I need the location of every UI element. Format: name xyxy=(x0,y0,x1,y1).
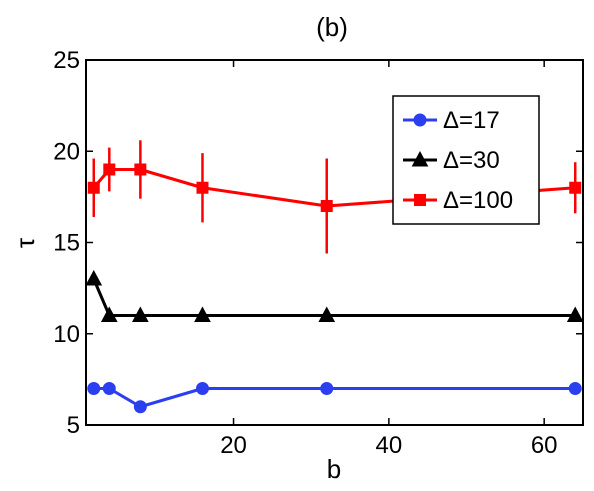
legend-label-2: Δ=100 xyxy=(443,187,513,214)
series-2 xyxy=(87,140,582,254)
series-1-line xyxy=(92,278,576,317)
y-tick-label-1: 10 xyxy=(53,321,80,348)
series-0-point-3 xyxy=(195,382,209,395)
series-0-point-2 xyxy=(133,400,147,414)
y-tick-label-3: 20 xyxy=(53,138,80,165)
series-1-point-3 xyxy=(194,306,211,322)
legend-marker-2 xyxy=(414,194,426,206)
series-1 xyxy=(85,269,584,322)
series-2-point-4 xyxy=(320,200,333,212)
chart-title: (b) xyxy=(316,12,348,42)
legend-label-1: Δ=30 xyxy=(443,147,500,174)
series-0-point-0 xyxy=(87,382,101,395)
series-0 xyxy=(87,382,582,414)
series-2-point-1 xyxy=(103,163,116,176)
series-1-point-5 xyxy=(566,306,584,322)
y-tick-label-0: 5 xyxy=(67,412,80,439)
x-tick-label-2: 60 xyxy=(531,432,558,459)
y-axis-label: τ xyxy=(10,237,40,248)
y-tick-label-2: 15 xyxy=(53,230,80,257)
legend: Δ=17 Δ=30 Δ=100 xyxy=(392,95,540,225)
series-2-point-2 xyxy=(134,163,147,176)
series-1-point-1 xyxy=(100,306,118,322)
axis-ticks: 20 40 60 5 10 15 20 25 xyxy=(53,47,583,459)
series-1-point-2 xyxy=(132,306,149,322)
series-0-point-1 xyxy=(102,382,116,395)
series-2-point-0 xyxy=(87,181,100,194)
series-2-point-5 xyxy=(569,181,582,194)
x-tick-label-0: 20 xyxy=(220,432,247,459)
series-1-point-0 xyxy=(85,269,103,286)
legend-marker-1 xyxy=(411,150,429,167)
legend-label-0: Δ=17 xyxy=(443,107,500,134)
series-0-point-5 xyxy=(568,382,582,395)
y-tick-label-4: 25 xyxy=(53,47,80,74)
x-axis-label: b xyxy=(327,454,341,484)
series-1-point-4 xyxy=(318,306,336,322)
series-0-point-4 xyxy=(320,382,334,395)
series-2-point-3 xyxy=(196,181,209,194)
series-layer xyxy=(85,140,584,414)
x-tick-label-1: 40 xyxy=(376,432,403,459)
legend-marker-0 xyxy=(413,113,427,127)
